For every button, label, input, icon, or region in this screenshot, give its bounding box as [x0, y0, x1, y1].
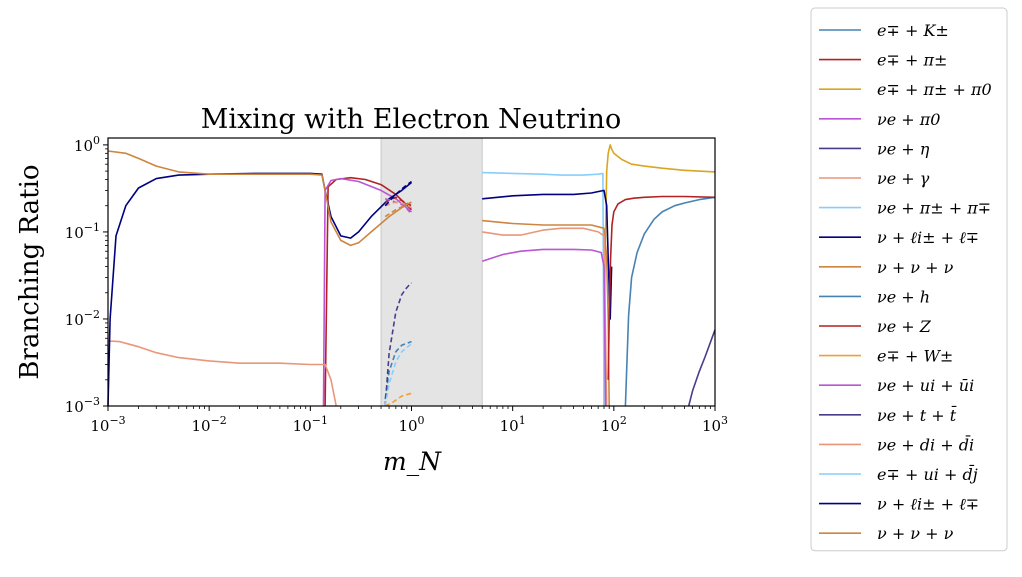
shaded-region	[380, 137, 483, 407]
chart-title: Mixing with Electron Neutrino	[201, 104, 621, 135]
y-tick-label: 10−1	[65, 221, 100, 242]
legend-label: e∓ + π± + π0	[877, 80, 992, 99]
y-tick-label: 100	[74, 134, 100, 155]
x-tick-label: 100	[398, 414, 424, 435]
x-axis-label-text: m_N	[383, 447, 442, 476]
series-line-0	[624, 196, 716, 407]
series-line-22	[607, 195, 716, 380]
legend-label: νe + Z	[877, 317, 932, 336]
series-layer	[107, 144, 716, 407]
y-axis-label: Branching Ratio	[15, 164, 45, 379]
legend: e∓ + K± e∓ + π± e∓ + π± + π0 νe + π0 νe + η ν…	[810, 7, 1008, 552]
y-tick-label: 10−3	[65, 395, 100, 416]
x-tick-label: 102	[601, 414, 627, 435]
x-tick-label: 10−2	[192, 414, 227, 435]
legend-label: ν + ℓi± + ℓ∓	[877, 495, 979, 514]
x-tick-label: 103	[702, 414, 728, 435]
legend-label: νe + t + t̄	[877, 403, 957, 424]
series-line-21	[481, 248, 607, 407]
legend-label: e∓ + ui + d̄j	[877, 463, 978, 484]
series-line-4	[687, 329, 716, 407]
axes-layer: 10−3 10−2 10−1 100 101 102 103 10−3 10−2 10−1 100	[65, 134, 728, 435]
x-tick-label: 10−1	[293, 414, 328, 435]
shaded-region-layer	[380, 137, 483, 407]
legend-label: e∓ + K±	[877, 21, 949, 40]
x-tick-label: 101	[500, 414, 526, 435]
legend-label: e∓ + π±	[877, 51, 947, 70]
series-line-2	[603, 144, 716, 407]
series-line-17	[384, 201, 412, 218]
y-tick-label: 10−2	[65, 308, 100, 329]
legend-label: νe + π0	[877, 110, 940, 129]
legend-label: ν + ν + ν	[877, 258, 954, 277]
series-line-14	[384, 201, 412, 209]
series-line-11	[384, 392, 412, 407]
series-line-13	[384, 282, 413, 407]
series-line-8	[107, 150, 412, 247]
legend-label: νe + h	[877, 287, 930, 306]
series-line-12	[384, 198, 413, 215]
x-axis-label: m_N	[383, 447, 442, 476]
legend-label: νe + π± + π∓	[877, 199, 991, 218]
legend-label: νe + ui + ūi	[877, 376, 974, 395]
series-line-19	[482, 219, 610, 407]
legend-label: ν + ℓi± + ℓ∓	[877, 228, 979, 247]
x-tick-label: 10−3	[90, 414, 125, 435]
legend-label: νe + η	[877, 139, 930, 158]
series-line-5	[107, 340, 337, 407]
legend-label: e∓ + W±	[877, 347, 953, 366]
series-line-6	[482, 171, 605, 407]
series-line-1	[324, 176, 413, 407]
series-line-7	[107, 172, 413, 407]
legend-label: ν + ν + ν	[877, 524, 954, 543]
legend-label: νe + γ	[877, 169, 930, 188]
series-line-20	[482, 227, 608, 407]
legend-label: νe + di + d̄i	[877, 433, 974, 454]
